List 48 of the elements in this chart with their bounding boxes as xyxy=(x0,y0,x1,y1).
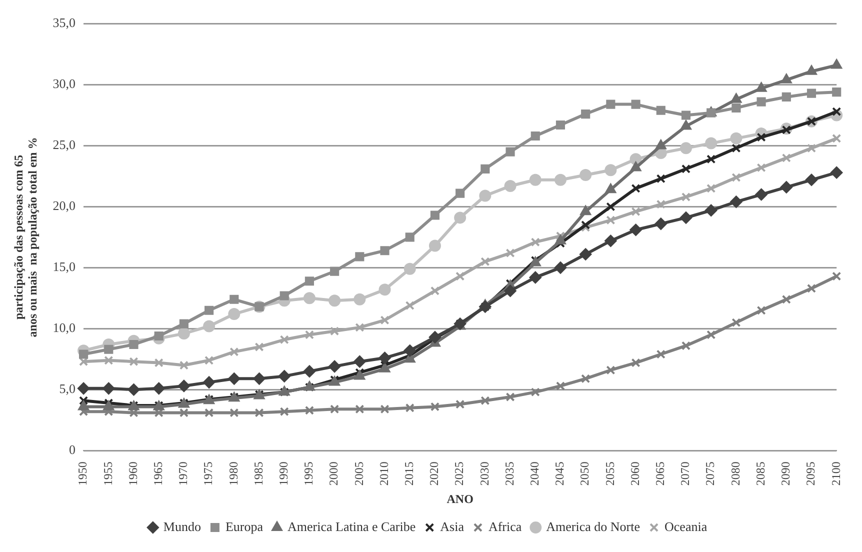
x-tick-label: 2000 xyxy=(326,462,341,486)
x-tick-label: 1965 xyxy=(151,462,166,486)
y-tick-label: 15,0 xyxy=(52,259,76,274)
legend-label: Mundo xyxy=(163,518,201,534)
x-tick-label: 1950 xyxy=(76,462,90,486)
y-tick-label: 20,0 xyxy=(52,198,76,214)
y-tick-label: 30,0 xyxy=(52,76,76,92)
x-tick-label: 2085 xyxy=(753,462,768,486)
x-tick-label: 2010 xyxy=(376,462,391,486)
x-tick-label: 2070 xyxy=(678,462,692,486)
legend-label: America Latina e Caribe xyxy=(288,518,416,534)
x-tick-label: 2100 xyxy=(828,462,843,486)
legend-label: Oceania xyxy=(664,518,708,534)
x-tick-label: 1970 xyxy=(176,462,190,486)
x-tick-label: 2020 xyxy=(427,462,442,486)
x-axis-title: ANO xyxy=(446,492,474,506)
x-tick-label: 2040 xyxy=(528,462,542,486)
legend-label: Asia xyxy=(440,518,464,534)
x-tick-label: 2005 xyxy=(352,462,366,486)
x-tick-label: 1990 xyxy=(276,462,291,486)
x-tick-label: 2050 xyxy=(578,462,592,486)
y-axis-title: participação das pessoas com 65 anos ou mais na população total em % xyxy=(11,137,40,338)
y-tick-label: 35,0 xyxy=(52,15,76,30)
x-tick-label: 2075 xyxy=(703,462,718,486)
x-tick-label: 1980 xyxy=(226,462,240,486)
x-tick-label: 2060 xyxy=(628,462,642,486)
x-tick-label: 1985 xyxy=(251,462,266,486)
x-tick-label: 1955 xyxy=(100,462,115,486)
legend-label: Europa xyxy=(225,518,264,534)
y-tick-label: 25,0 xyxy=(52,137,76,152)
x-tick-label: 2045 xyxy=(552,462,567,486)
legend-label: America do Norte xyxy=(546,518,640,534)
y-tick-label: 10,0 xyxy=(52,320,76,336)
x-tick-label: 2055 xyxy=(602,462,617,486)
x-tick-label: 2030 xyxy=(477,462,492,486)
x-tick-label: 1960 xyxy=(126,462,140,486)
y-tick-label: 5,0 xyxy=(59,381,76,396)
legend-label: Africa xyxy=(488,518,522,534)
x-tick-label: 2080 xyxy=(728,462,742,486)
x-tick-label: 1975 xyxy=(201,462,216,486)
x-tick-label: 2095 xyxy=(804,462,818,486)
x-tick-label: 2035 xyxy=(502,462,516,486)
x-tick-label: 2025 xyxy=(452,462,466,486)
y-tick-label: 0 xyxy=(69,442,76,458)
x-tick-label: 2090 xyxy=(778,462,793,486)
x-tick-label: 2015 xyxy=(402,462,416,486)
x-tick-label: 1995 xyxy=(302,462,316,486)
x-tick-label: 2065 xyxy=(653,462,668,486)
